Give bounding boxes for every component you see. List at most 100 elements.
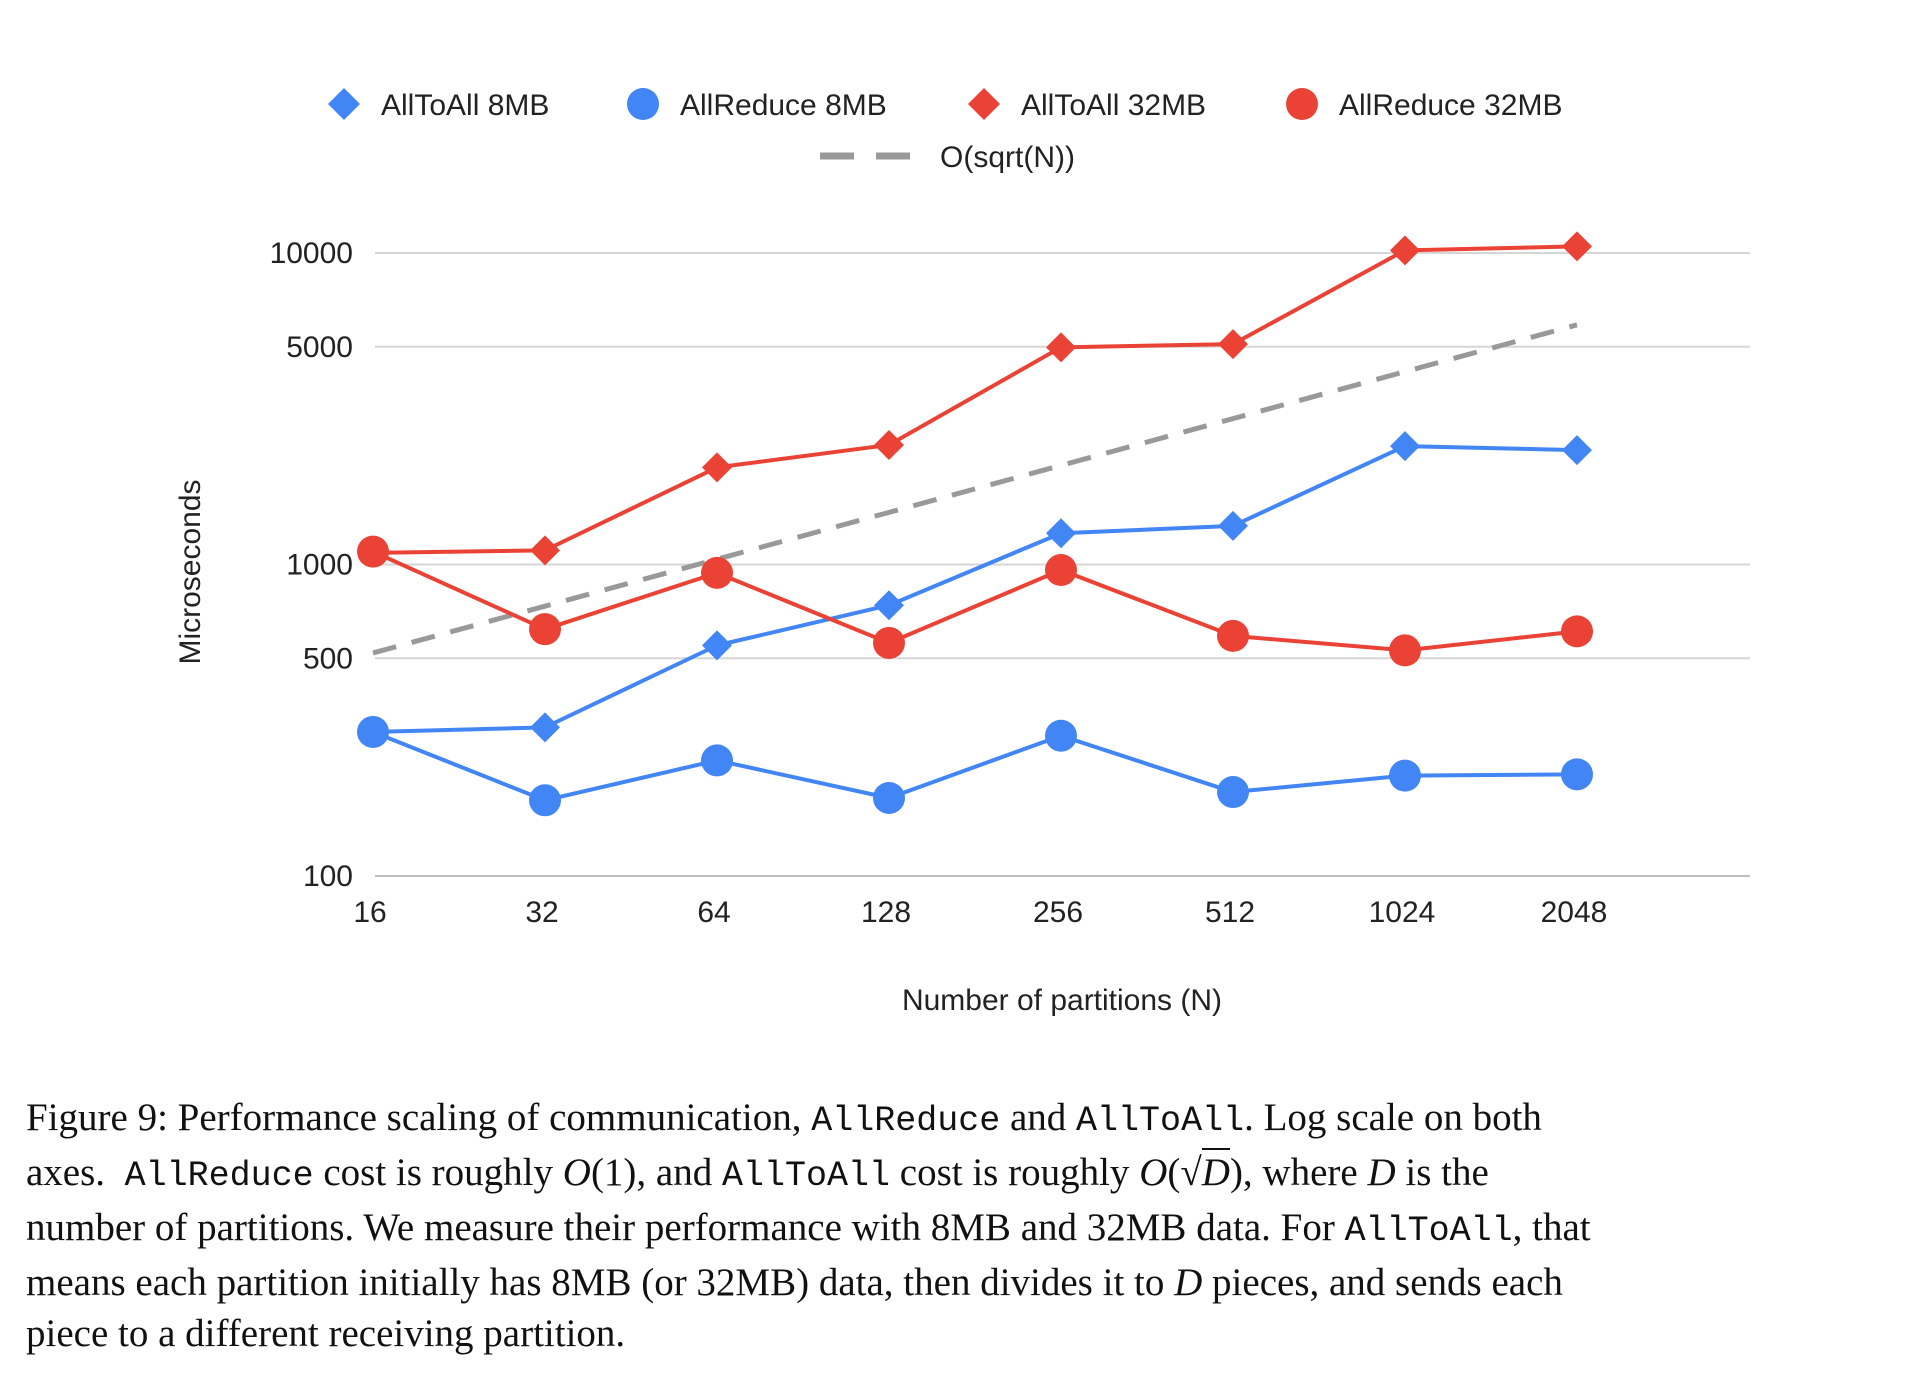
y-tick-label: 10000 — [270, 237, 353, 270]
x-axis-title: Number of partitions (N) — [902, 984, 1222, 1017]
point-alltoall-8mb-2048 — [1562, 435, 1592, 466]
point-alltoall-8mb-512 — [1218, 510, 1248, 541]
point-allreduce-8mb-16 — [357, 715, 389, 748]
chart: AllToAll 8MB AllReduce 8MB AllToAll 32MB Al… — [174, 88, 1750, 1017]
series-o-sqrt-n — [372, 322, 1578, 656]
point-allreduce-8mb-128 — [873, 781, 905, 814]
point-allreduce-8mb-512 — [1217, 776, 1249, 809]
caption-text: . Log scale on both — [1244, 1096, 1542, 1139]
point-alltoall-8mb-64 — [702, 630, 732, 661]
point-allreduce-32mb-2048 — [1561, 615, 1593, 648]
x-tick-label: 1024 — [1369, 896, 1436, 929]
legend-circle-marker — [1286, 88, 1318, 120]
caption-code: AllToAll — [721, 1156, 891, 1196]
caption-code: AllToAll — [1344, 1211, 1513, 1251]
plot-area — [357, 231, 1593, 817]
caption-math: D — [1174, 1261, 1203, 1304]
x-tick-label: 64 — [697, 896, 730, 929]
caption-math: D — [1201, 1148, 1230, 1194]
point-allreduce-8mb-64 — [701, 744, 733, 777]
x-axis-ticks: 16 32 64 128 256 512 1024 2048 — [353, 896, 1607, 929]
y-tick-label: 500 — [303, 642, 353, 675]
legend-item-alltoall-32mb: AllToAll 32MB — [968, 88, 1206, 122]
point-alltoall-32mb-128 — [874, 429, 904, 460]
point-allreduce-32mb-1024 — [1389, 634, 1421, 667]
point-allreduce-8mb-32 — [529, 784, 561, 817]
caption-text: is the — [1395, 1151, 1489, 1194]
series-alltoall-8mb — [358, 431, 1592, 747]
point-alltoall-8mb-256 — [1046, 518, 1076, 549]
y-axis-title: Microseconds — [174, 479, 207, 664]
point-alltoall-32mb-64 — [702, 452, 732, 483]
caption-text: cost is roughly — [313, 1151, 563, 1194]
legend-label: AllToAll 32MB — [1021, 89, 1206, 122]
series-line-alltoall-8mb — [372, 444, 1578, 734]
point-alltoall-8mb-1024 — [1390, 431, 1420, 462]
caption-text: , that — [1512, 1206, 1591, 1249]
caption-code: AllToAll — [1076, 1101, 1245, 1141]
series-line-allreduce-32mb — [372, 549, 1578, 653]
caption-text: axes. — [26, 1151, 125, 1194]
y-tick-label: 5000 — [286, 331, 353, 364]
caption-text: means each partition initially has 8MB (… — [26, 1261, 1175, 1304]
legend-label: AllToAll 8MB — [381, 89, 549, 122]
legend-label: O(sqrt(N)) — [940, 141, 1075, 174]
y-tick-label: 1000 — [286, 549, 353, 582]
point-allreduce-32mb-32 — [529, 613, 561, 646]
caption-line-3: number of partitions. We measure their p… — [26, 1202, 1898, 1257]
y-tick-label: 100 — [303, 860, 353, 893]
caption-code: AllReduce — [124, 1156, 314, 1196]
legend-diamond-marker — [328, 88, 360, 120]
point-allreduce-8mb-2048 — [1561, 758, 1593, 791]
point-allreduce-32mb-16 — [357, 535, 389, 568]
point-alltoall-8mb-128 — [874, 590, 904, 621]
series-line-alltoall-32mb — [372, 244, 1578, 555]
caption-text: (√ — [1167, 1151, 1202, 1194]
point-alltoall-32mb-256 — [1046, 332, 1076, 363]
x-tick-label: 32 — [525, 896, 558, 929]
x-tick-label: 2048 — [1541, 896, 1608, 929]
point-allreduce-32mb-128 — [873, 626, 905, 659]
point-alltoall-32mb-2048 — [1562, 231, 1592, 262]
point-alltoall-32mb-32 — [530, 535, 560, 566]
caption-line-1: Figure 9: Performance scaling of communi… — [26, 1092, 1898, 1147]
figure-caption: Figure 9: Performance scaling of communi… — [26, 1092, 1898, 1359]
point-allreduce-32mb-512 — [1217, 619, 1249, 652]
point-allreduce-8mb-1024 — [1389, 759, 1421, 792]
x-tick-label: 128 — [861, 896, 911, 929]
legend-item-o-sqrt-n: O(sqrt(N)) — [820, 141, 1075, 174]
caption-text: (1), and — [590, 1151, 722, 1194]
caption-line-2: axes. AllReduce cost is roughly O(1), an… — [26, 1147, 1898, 1202]
caption-line-5: piece to a different receiving partition… — [26, 1308, 1898, 1359]
point-alltoall-32mb-1024 — [1390, 235, 1420, 266]
point-allreduce-32mb-64 — [701, 556, 733, 589]
legend-item-alltoall-8mb: AllToAll 8MB — [328, 88, 549, 122]
x-tick-label: 256 — [1033, 896, 1083, 929]
y-axis-ticks: 100 500 1000 5000 10000 — [270, 237, 353, 893]
caption-text: and — [1000, 1096, 1077, 1139]
legend-label: AllReduce 8MB — [680, 89, 887, 122]
series-line-o-sqrt-n — [372, 322, 1578, 656]
caption-math: O — [1139, 1151, 1168, 1194]
legend-label: AllReduce 32MB — [1339, 89, 1562, 122]
caption-text: ), where — [1229, 1151, 1368, 1194]
caption-code: AllReduce — [811, 1101, 1001, 1141]
caption-line-4: means each partition initially has 8MB (… — [26, 1257, 1898, 1308]
legend-diamond-marker — [968, 88, 1000, 120]
legend-item-allreduce-8mb: AllReduce 8MB — [627, 88, 887, 122]
point-alltoall-8mb-32 — [530, 712, 560, 743]
legend-item-allreduce-32mb: AllReduce 32MB — [1286, 88, 1562, 122]
caption-text: piece to a different receiving partition… — [26, 1312, 626, 1355]
caption-text: cost is roughly — [890, 1151, 1140, 1194]
legend: AllToAll 8MB AllReduce 8MB AllToAll 32MB Al… — [328, 88, 1562, 174]
caption-text: pieces, and sends each — [1202, 1261, 1563, 1304]
caption-text: number of partitions. We measure their p… — [26, 1206, 1345, 1249]
legend-circle-marker — [627, 88, 659, 120]
point-allreduce-32mb-256 — [1045, 554, 1077, 587]
caption-math: D — [1367, 1151, 1396, 1194]
caption-text: Figure 9: Performance scaling of communi… — [26, 1096, 812, 1139]
series-allreduce-8mb — [357, 715, 1593, 817]
point-allreduce-8mb-256 — [1045, 719, 1077, 752]
caption-math: O — [562, 1151, 591, 1194]
series-alltoall-32mb — [358, 231, 1592, 568]
